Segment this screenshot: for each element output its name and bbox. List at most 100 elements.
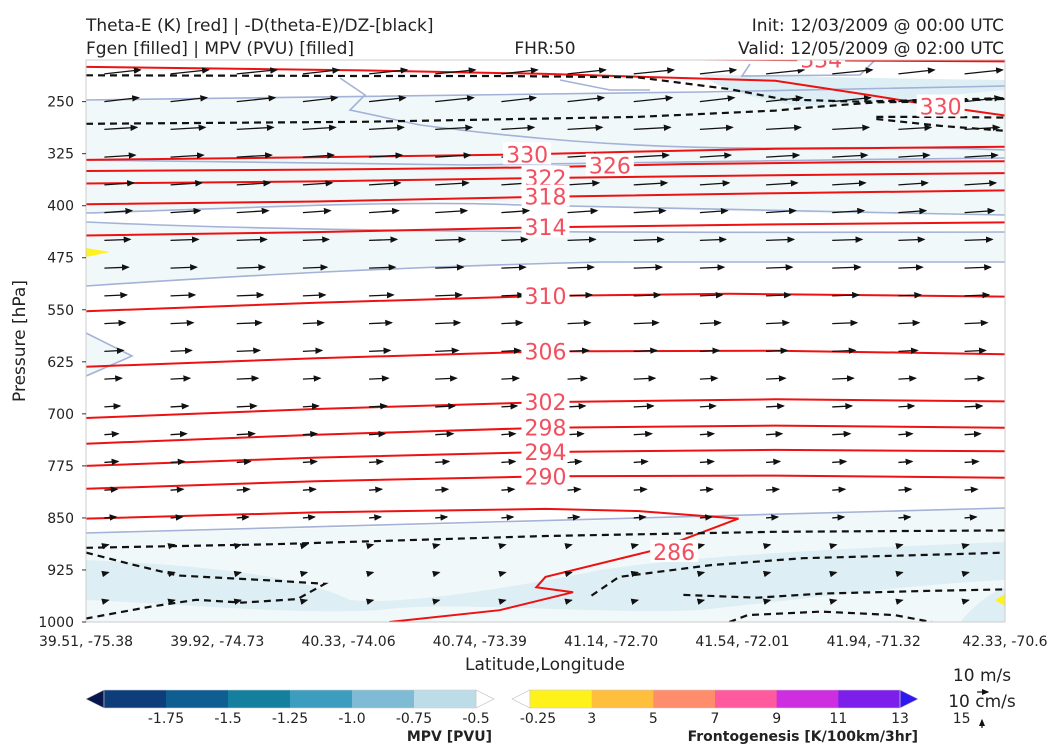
colorbar-frame: [529, 689, 901, 709]
wind-vector: [699, 95, 736, 103]
wind-vector: [104, 180, 135, 187]
wind-vector: [236, 291, 265, 299]
wind-vector: [435, 430, 455, 438]
wind-vector: [302, 347, 324, 354]
wind-vector: [236, 264, 267, 271]
y-axis: 250 325 400 475 550 625 700 775 850 925 1000: [38, 95, 86, 631]
wind-vector: [765, 67, 806, 75]
wind-vector: [101, 570, 110, 578]
wind-vector: [696, 598, 706, 605]
x-tick-label: 41.54, -72.01: [695, 634, 789, 650]
wind-vector: [964, 375, 986, 382]
theta-e-label-286: 286: [653, 541, 695, 566]
wind-vector: [633, 236, 665, 243]
mpv-fill-upper-core: [700, 74, 1005, 106]
wind-vector: [501, 264, 527, 271]
wind-vector: [435, 180, 470, 187]
y-tick-label: 325: [47, 147, 74, 163]
wind-vector: [501, 486, 516, 493]
mpv-fill-mid-band: [86, 222, 1005, 286]
stability-contour: [590, 551, 1005, 597]
wind-vector: [964, 207, 996, 215]
theta-e-label-290: 290: [525, 465, 567, 490]
title-left-line-2: Fgen [filled] | MPV (PVU) [filled]: [86, 39, 354, 59]
fgen-colorbar-label: Frontogenesis [K/100km/3hr]: [688, 729, 918, 745]
wind-vector: [302, 486, 317, 493]
colorbar-tick-label: 15: [953, 711, 971, 727]
theta-e-label-bg: [521, 283, 570, 306]
wind-vector: [898, 67, 936, 75]
wind-vector: [633, 458, 649, 466]
colorbar-tick-label: -1.75: [148, 711, 184, 727]
wind-vector: [898, 319, 921, 327]
wind-vector: [170, 375, 192, 382]
wind-vector: [435, 67, 477, 75]
colorbar-end-left: [511, 689, 531, 709]
wind-vector: [964, 403, 984, 410]
wind-vector: [898, 458, 914, 466]
wind-vector: [699, 514, 713, 521]
wind-vector: [368, 95, 407, 103]
wind-vector: [633, 486, 648, 493]
wind-vector: [501, 514, 515, 521]
x-tick-label: 41.14, -72.70: [564, 634, 658, 650]
stability-contour: [86, 74, 1005, 103]
wind-vector: [302, 124, 337, 132]
theta-e-label-298: 298: [525, 417, 567, 442]
colorbar-tick-label: -0.75: [396, 711, 432, 727]
wind-vector: [302, 403, 320, 410]
wind-vector: [501, 430, 517, 438]
theta-e-label-330: 330: [506, 143, 548, 168]
wind-vector: [236, 180, 272, 187]
theta-e-label-bg: [585, 153, 634, 176]
wind-vector: [964, 236, 994, 243]
theta-e-label-294: 294: [525, 441, 567, 466]
wind-vector: [898, 152, 931, 159]
wind-vector: [567, 347, 590, 354]
wind-reference-horizontal: 10 m/s: [953, 666, 1011, 686]
mpv-contour: [86, 221, 1005, 234]
wind-vector: [633, 152, 670, 159]
wind-vector: [832, 264, 862, 271]
title-init-time: Init: 12/03/2009 @ 00:00 UTC: [752, 16, 1004, 36]
wind-vector: [567, 236, 597, 243]
wind-vector: [766, 236, 796, 243]
theta-e-label-bg: [797, 60, 846, 70]
plot-frame: [85, 59, 1006, 623]
wind-vector: [696, 543, 706, 550]
y-tick-label: 850: [47, 511, 74, 527]
wind-vector: [299, 598, 309, 605]
y-axis-label: Pressure [hPa]: [10, 280, 30, 402]
wind-vector: [633, 514, 647, 521]
wind-vector: [633, 207, 667, 215]
wind-vector: [832, 375, 855, 382]
wind-vector: [961, 598, 970, 605]
theta-e-contour-labels: 3343303303263223183143103063022982942902…: [503, 60, 965, 566]
colorbar-segment: [290, 690, 353, 708]
wind-vector: [766, 403, 785, 410]
wind-vector: [299, 570, 309, 578]
wind-vector: [104, 291, 129, 299]
theta-e-label-326: 326: [589, 154, 631, 179]
wind-vector: [699, 430, 716, 438]
wind-vector: [633, 67, 676, 75]
wind-vector: [435, 152, 472, 159]
colorbar-frame: [103, 689, 477, 709]
wind-vector: [765, 95, 804, 103]
wind-vector: [567, 264, 595, 271]
title-forecast-hour: FHR:50: [514, 39, 575, 59]
wind-vector: [567, 375, 589, 382]
colorbar-segment: [653, 690, 716, 708]
theta-e-label-302: 302: [525, 391, 567, 416]
wind-vector: [699, 291, 724, 299]
wind-vector: [435, 514, 449, 521]
wind-reference-vertical: 10 cm/s: [948, 692, 1016, 712]
wind-vector: [898, 430, 914, 438]
wind-vector: [236, 95, 277, 103]
wind-vector: [898, 514, 912, 521]
wind-vector: [435, 124, 474, 131]
wind-vector: [829, 598, 838, 605]
wind-vector: [101, 598, 110, 605]
wind-vector: [699, 319, 722, 327]
wind-vector: [766, 264, 794, 271]
